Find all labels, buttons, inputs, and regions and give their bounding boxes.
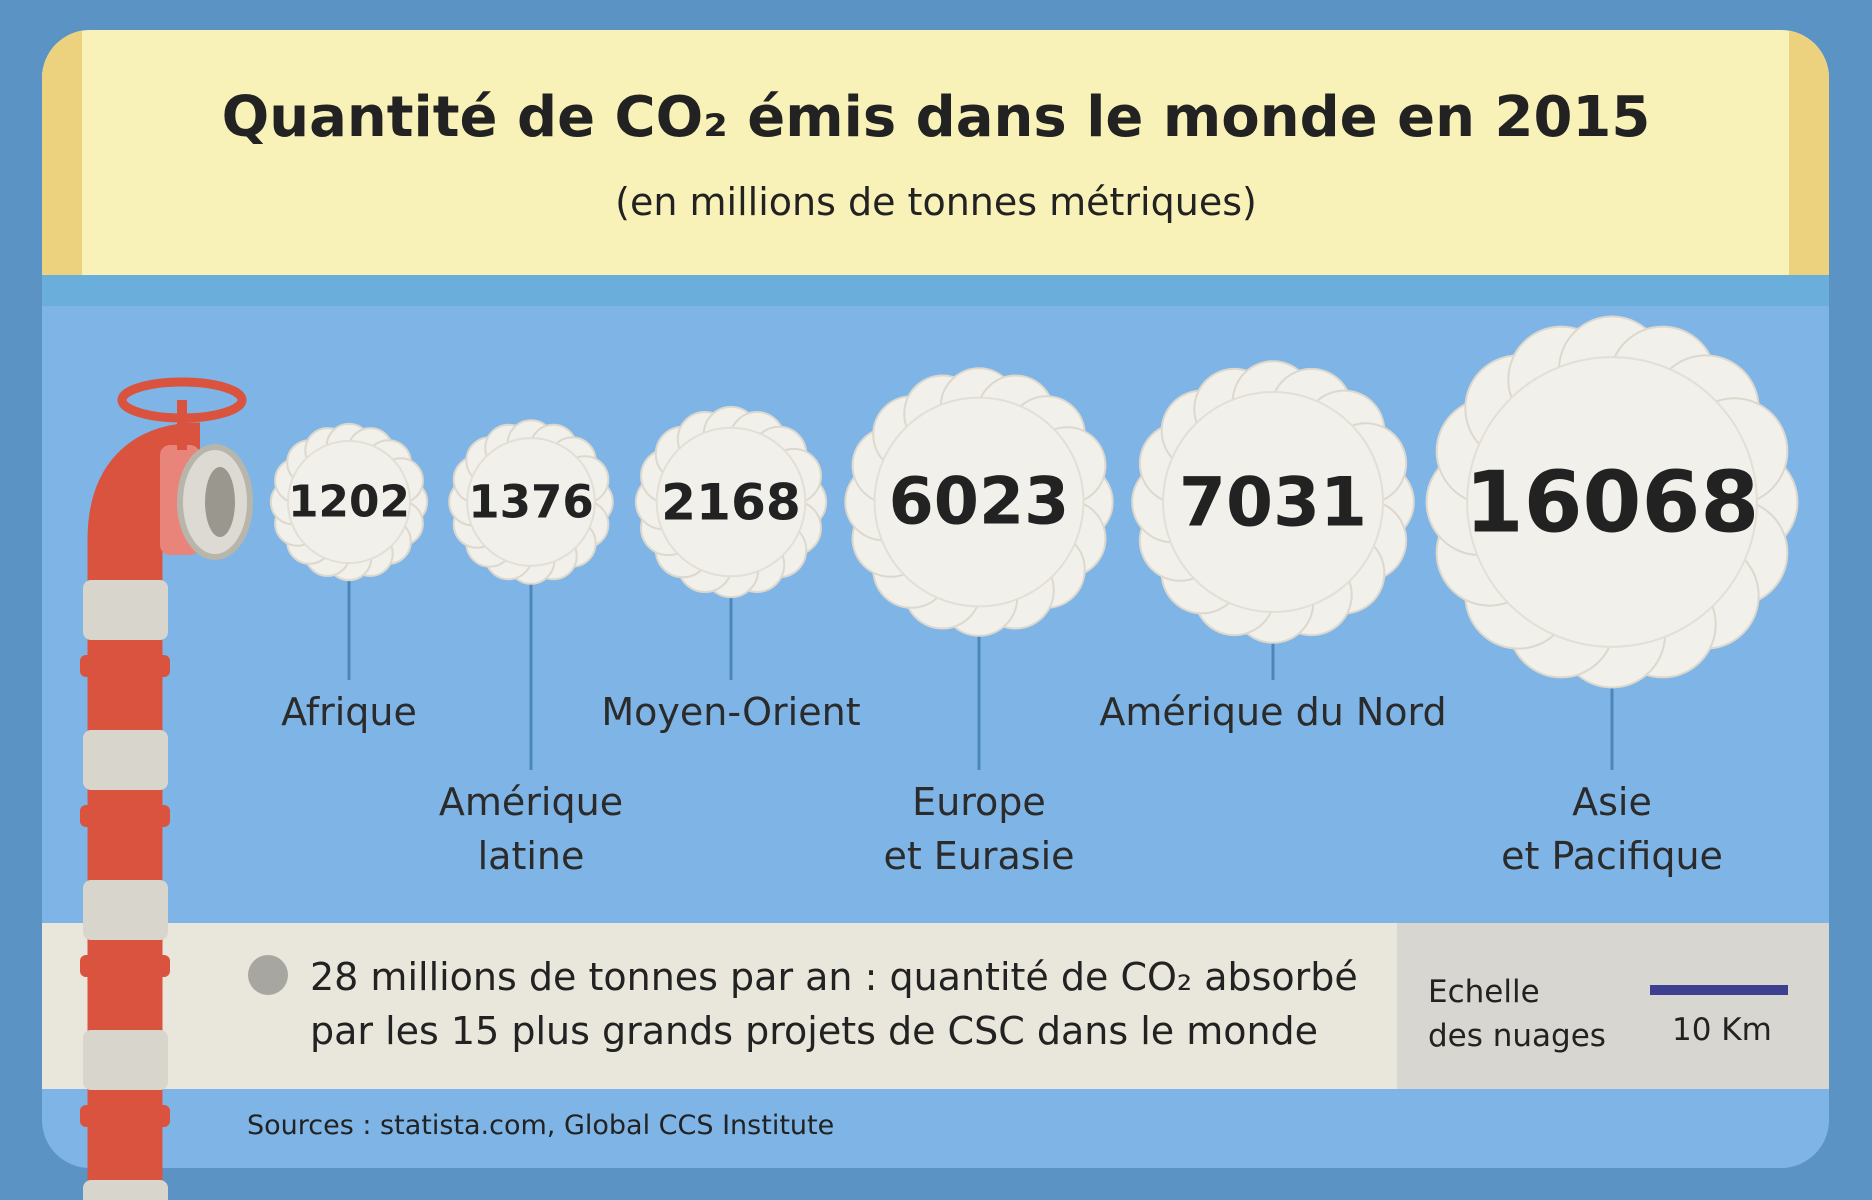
chart-title: Quantité de CO₂ émis dans le monde en 20… <box>221 85 1651 150</box>
value-label: 1202 <box>288 477 410 528</box>
value-label: 7031 <box>1179 463 1367 542</box>
scale-box <box>1397 923 1829 1089</box>
category-label: Amérique du Nord <box>1099 690 1447 734</box>
legend-band <box>42 923 1397 1089</box>
category-label: Amérique latine <box>438 780 624 878</box>
pipe <box>80 377 253 1200</box>
bubble <box>873 396 1085 608</box>
bubble <box>1466 356 1758 648</box>
value-label: 6023 <box>889 465 1070 540</box>
bubble <box>1162 391 1384 613</box>
chart-subtitle: (en millions de tonnes métriques) <box>615 180 1257 224</box>
category-label: Asie et Pacifique <box>1501 780 1723 878</box>
value-label: 16068 <box>1465 453 1759 552</box>
category-label: Moyen-Orient <box>601 690 861 734</box>
legend-note: 28 millions de tonnes par an : quantité … <box>310 955 1358 1053</box>
bubble <box>655 426 807 578</box>
source: Sources : statista.com, Global CCS Insti… <box>247 1110 835 1141</box>
scale-label: Echelle des nuages <box>1428 974 1606 1054</box>
legend-icon <box>248 955 288 995</box>
band <box>42 275 1829 306</box>
category-label: Afrique <box>281 690 417 734</box>
scale-value: 10 Km <box>1672 1012 1772 1048</box>
bubble <box>466 437 596 567</box>
value-label: 1376 <box>468 476 594 529</box>
value-label: 2168 <box>661 473 801 532</box>
bubble <box>286 439 412 565</box>
header <box>42 30 1829 275</box>
category-label: Europe et Eurasie <box>883 780 1075 878</box>
